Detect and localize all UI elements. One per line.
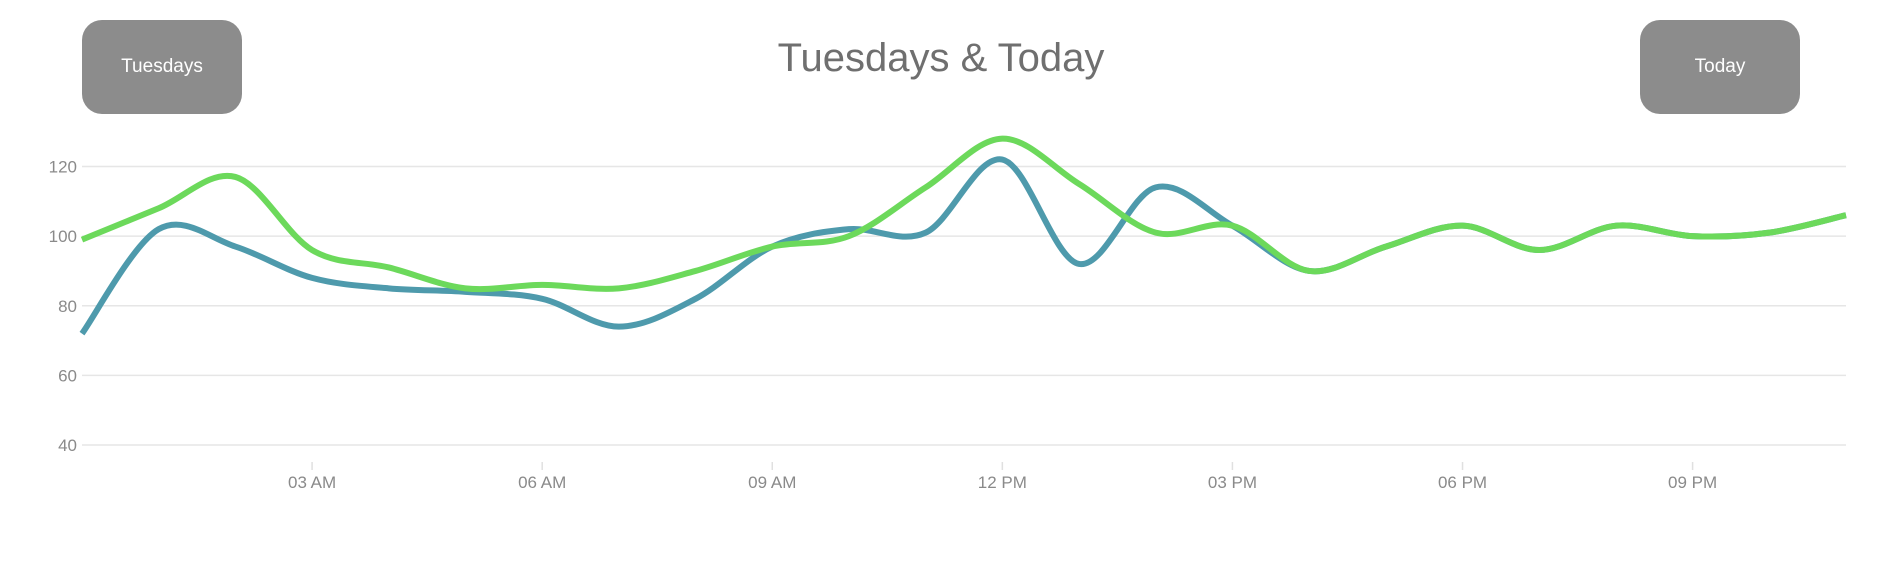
today-button[interactable]: Today xyxy=(1640,20,1800,114)
x-tick-label: 09 AM xyxy=(748,473,796,492)
x-tick-label: 12 PM xyxy=(978,473,1027,492)
chart-title: Tuesdays & Today xyxy=(777,36,1105,80)
x-tick-label: 06 AM xyxy=(518,473,566,492)
series-line-today xyxy=(80,135,1847,293)
grid-lines xyxy=(82,165,1846,446)
x-axis: 03 AM 06 AM 09 AM 12 PM 03 PM 06 PM 09 PM xyxy=(288,462,1717,492)
y-tick-label: 40 xyxy=(58,436,77,455)
series-lines xyxy=(79,135,1847,336)
x-tick-label: 03 AM xyxy=(288,473,336,492)
x-tick-label: 03 PM xyxy=(1208,473,1257,492)
y-tick-label: 60 xyxy=(58,366,77,385)
y-tick-label: 80 xyxy=(58,297,77,316)
x-tick-label: 06 PM xyxy=(1438,473,1487,492)
y-tick-label: 100 xyxy=(49,227,77,246)
y-axis: 40 60 80 100 120 xyxy=(49,158,77,456)
tuesdays-button[interactable]: Tuesdays xyxy=(82,20,242,114)
series-line-tuesdays xyxy=(79,156,1847,336)
x-tick-label: 09 PM xyxy=(1668,473,1717,492)
y-tick-label: 120 xyxy=(49,158,77,177)
